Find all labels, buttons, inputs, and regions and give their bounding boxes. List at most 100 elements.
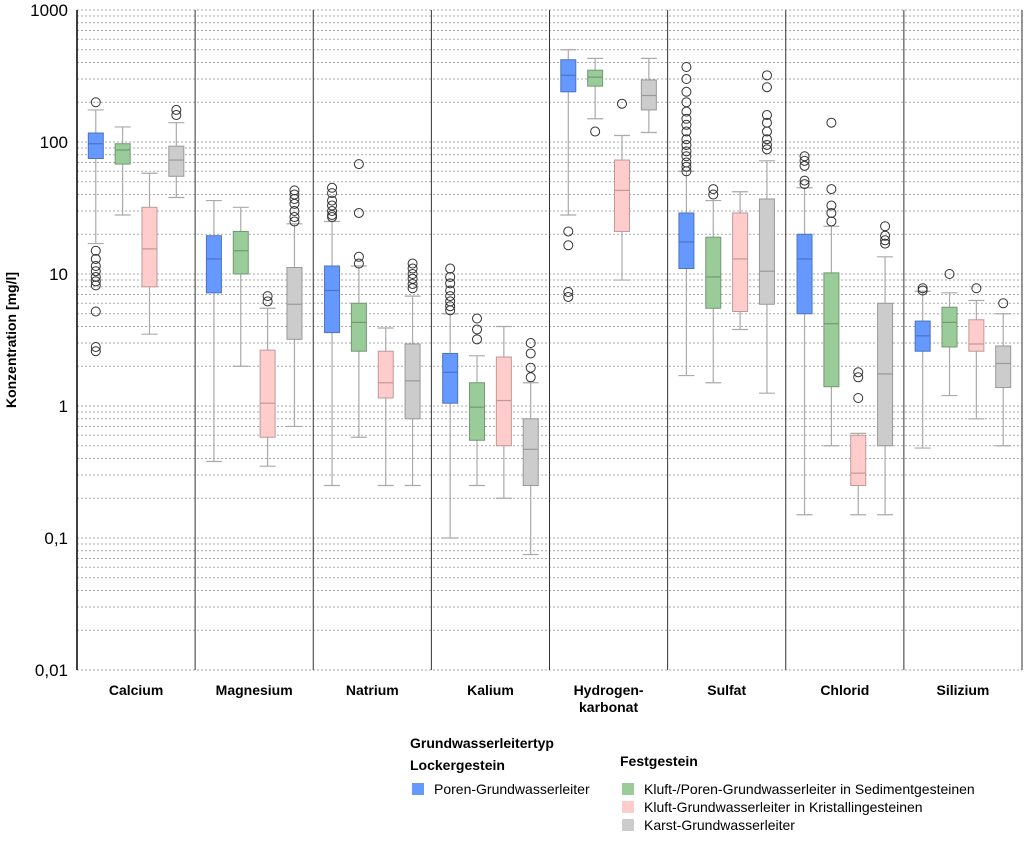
outlier-point — [327, 188, 338, 199]
box-iqr — [995, 345, 1012, 389]
box-iqr — [377, 350, 394, 399]
outlier-point — [90, 245, 101, 256]
outlier-point — [90, 276, 101, 287]
outlier-point — [445, 271, 456, 282]
outlier-point — [525, 362, 536, 373]
outlier-point — [880, 235, 891, 246]
outlier-point — [681, 61, 692, 72]
box-0-3 — [168, 104, 185, 199]
x-tick-label: Calcium — [109, 682, 163, 698]
outlier-point — [799, 179, 810, 190]
outlier-point — [445, 278, 456, 289]
outlier-point — [262, 296, 273, 307]
y-tick-label: 10 — [49, 265, 68, 284]
box-iqr — [796, 233, 813, 315]
outlier-point — [407, 283, 418, 294]
outlier-point — [171, 110, 182, 121]
box-1-0 — [205, 199, 222, 463]
y-tick-labels: 0,01 0,1 1 10 100 1000 — [30, 1, 68, 680]
legend-group-lockergestein: Lockergestein — [410, 757, 505, 773]
x-tick-label: Magnesium — [216, 682, 293, 698]
box-2-2 — [377, 327, 394, 487]
x-category-labels: Calcium Magnesium Natrium Kalium Hydrogen-ka… — [109, 682, 990, 715]
box-5-3 — [758, 70, 775, 394]
outlier-point — [353, 258, 364, 269]
outlier-point — [90, 271, 101, 282]
box-5-2 — [732, 191, 749, 331]
outlier-point — [525, 338, 536, 349]
outlier-point — [90, 260, 101, 271]
outlier-point — [681, 166, 692, 177]
outlier-point — [761, 134, 772, 145]
outlier-point — [761, 82, 772, 93]
box-2-3 — [404, 258, 421, 487]
box-2-1 — [350, 159, 367, 438]
box-7-0 — [914, 283, 931, 449]
box-iqr — [823, 272, 840, 388]
outlier-point — [407, 269, 418, 279]
outlier-point — [563, 287, 574, 298]
outlier-point — [761, 70, 772, 81]
box-0-2 — [141, 172, 158, 335]
x-tick-label: Silizium — [936, 682, 989, 698]
box-4-2 — [613, 98, 630, 281]
outlier-point — [563, 240, 574, 251]
box-0-1 — [114, 126, 131, 216]
outlier-point — [262, 291, 273, 302]
outlier-point — [289, 212, 300, 223]
boxes — [87, 49, 1012, 556]
outlier-point — [90, 253, 101, 264]
outlier-point — [681, 74, 692, 85]
y-tick-label: 1 — [59, 397, 68, 416]
outlier-point — [171, 104, 182, 115]
outlier-point — [799, 160, 810, 171]
outlier-point — [853, 372, 864, 383]
legend-item-kluft-poren: Kluft-/Poren-Grundwasserleiter in Sedime… — [622, 781, 975, 797]
outlier-point — [525, 348, 536, 359]
box-iqr — [587, 69, 604, 87]
outlier-point — [289, 216, 300, 227]
outlier-point — [917, 285, 928, 296]
box-iqr — [205, 235, 222, 294]
y-axis-label: Konzentration [mg/l] — [3, 272, 19, 408]
box-4-1 — [587, 57, 604, 137]
box-7-3 — [995, 298, 1012, 447]
box-iqr — [232, 230, 249, 275]
outlier-point — [998, 298, 1009, 309]
outlier-point — [880, 230, 891, 241]
legend-item-label: Poren-Grundwasserleiter — [434, 781, 590, 797]
outlier-point — [289, 206, 300, 217]
outlier-point — [445, 263, 456, 274]
outlier-point — [853, 367, 864, 378]
box-iqr — [732, 212, 749, 312]
box-6-3 — [877, 221, 894, 516]
box-iqr — [522, 418, 539, 486]
outlier-point — [708, 189, 719, 200]
y-tick-label: 0,1 — [44, 529, 68, 548]
outlier-point — [880, 221, 891, 232]
outlier-point — [407, 263, 418, 274]
outlier-point — [761, 110, 772, 121]
box-iqr — [350, 302, 367, 352]
outlier-point — [681, 126, 692, 137]
outlier-point — [472, 334, 483, 345]
box-3-3 — [522, 338, 539, 556]
box-4-0 — [560, 49, 577, 302]
box-iqr — [114, 143, 131, 165]
boxplot-chart: 0,01 0,1 1 10 100 1000 Calcium Magnesium Natriu… — [3, 1, 1023, 715]
outlier-point — [681, 139, 692, 150]
outlier-point — [90, 346, 101, 357]
outlier-point — [563, 291, 574, 302]
box-3-0 — [442, 263, 459, 539]
legend-swatch — [412, 783, 424, 795]
box-2-0 — [324, 182, 341, 487]
x-tick-label: Kalium — [467, 682, 514, 698]
outlier-point — [971, 283, 982, 294]
box-iqr — [141, 206, 158, 288]
outlier-point — [761, 126, 772, 137]
outlier-point — [407, 258, 418, 269]
legend-title: Grundwasserleitertyp — [410, 735, 554, 751]
outlier-point — [353, 207, 364, 218]
box-iqr — [442, 352, 459, 404]
x-tick-label: Chlorid — [820, 682, 869, 698]
